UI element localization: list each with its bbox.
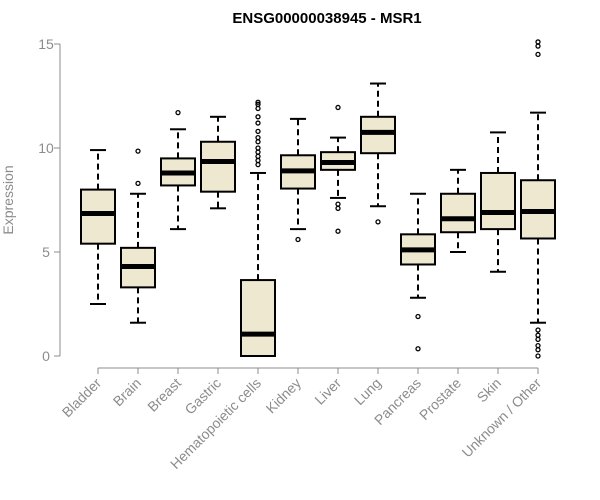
x-tick-label: Liver xyxy=(311,375,344,408)
outlier-point xyxy=(535,43,541,49)
x-tick-label: Breast xyxy=(144,375,184,415)
outlier-point xyxy=(535,336,541,343)
outlier-point xyxy=(255,157,261,164)
outlier-point xyxy=(255,145,261,151)
outlier-point xyxy=(135,148,141,154)
box-kidney xyxy=(280,117,316,243)
outlier-point xyxy=(295,236,301,243)
box-liver xyxy=(320,104,356,234)
outlier-point xyxy=(535,353,541,359)
x-tick-label: Skin xyxy=(474,375,505,406)
outlier-point xyxy=(255,99,261,105)
outlier-point xyxy=(335,104,341,111)
outlier-point xyxy=(255,105,261,112)
x-tick-label: Kidney xyxy=(263,375,305,417)
y-tick-label: 5 xyxy=(42,244,50,260)
box-pancreas xyxy=(400,192,436,352)
outlier-point xyxy=(335,205,341,211)
outlier-point xyxy=(535,342,541,349)
outlier-point xyxy=(175,109,181,116)
outlier-point xyxy=(255,153,261,159)
box-series xyxy=(80,39,556,359)
outlier-point xyxy=(255,134,261,141)
y-axis: 0 5 10 15 xyxy=(38,36,61,364)
chart-title: ENSG00000038945 - MSR1 xyxy=(232,10,421,27)
outlier-point xyxy=(255,101,261,107)
x-tick-label: Brain xyxy=(110,375,144,409)
outlier-point xyxy=(335,228,341,234)
box-prostate xyxy=(440,168,476,253)
box-skin xyxy=(480,131,516,273)
box-bladder xyxy=(80,149,116,305)
outlier-point xyxy=(255,128,261,135)
outlier-point xyxy=(255,120,261,126)
outlier-point xyxy=(415,313,421,320)
outlier-point xyxy=(255,161,261,168)
box-lung xyxy=(360,82,396,225)
outlier-point xyxy=(535,347,541,353)
box-iqr xyxy=(440,192,476,234)
box-brain xyxy=(120,148,156,324)
box-breast xyxy=(160,109,196,231)
box-iqr xyxy=(80,188,116,245)
outlier-point xyxy=(255,149,261,155)
y-axis-label: Expression xyxy=(0,165,16,234)
outlier-point xyxy=(535,51,541,58)
box-iqr xyxy=(200,140,236,193)
outlier-point xyxy=(375,219,381,225)
outlier-point xyxy=(255,139,261,145)
y-tick-label: 15 xyxy=(38,36,54,52)
box-hematopoietic-cells xyxy=(240,99,276,357)
box-iqr xyxy=(480,171,516,231)
box-iqr xyxy=(240,279,276,357)
box-iqr xyxy=(360,115,396,155)
outlier-point xyxy=(335,201,341,207)
outlier-point xyxy=(535,39,541,45)
box-gastric xyxy=(200,115,236,210)
outlier-point xyxy=(135,180,141,187)
box-unknown-other xyxy=(520,39,556,359)
y-tick-label: 0 xyxy=(42,348,50,364)
y-tick-label: 10 xyxy=(38,140,54,156)
outlier-point xyxy=(415,346,421,352)
outlier-point xyxy=(535,332,541,338)
x-tick-label: Prostate xyxy=(416,375,464,423)
outlier-point xyxy=(535,327,541,333)
x-tick-label: Lung xyxy=(351,375,384,408)
x-tick-label: Bladder xyxy=(59,375,105,421)
outlier-point xyxy=(255,114,261,120)
